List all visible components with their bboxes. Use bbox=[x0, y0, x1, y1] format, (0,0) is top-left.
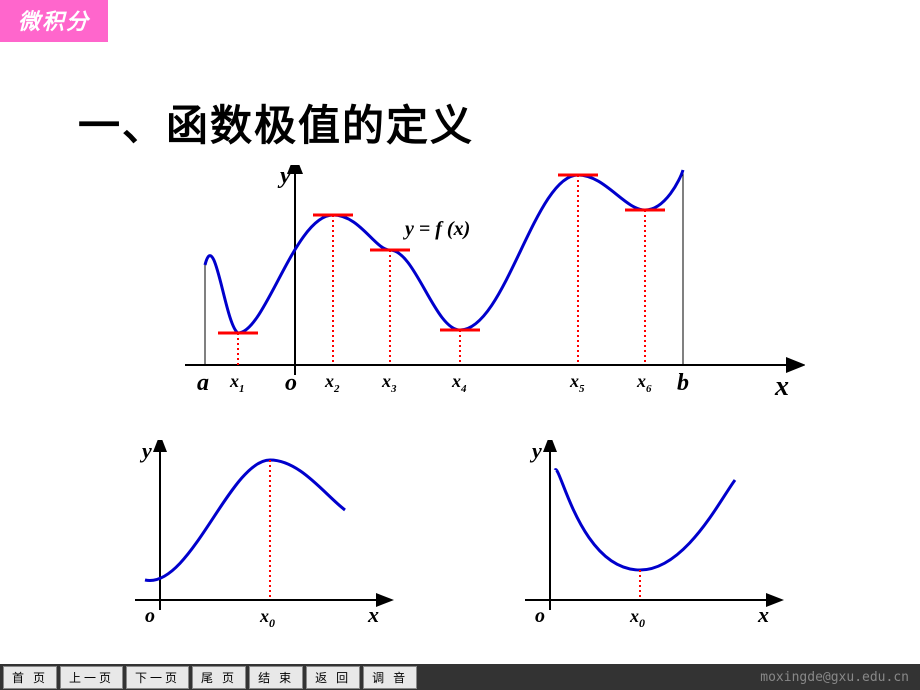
x-axis-label: x bbox=[774, 371, 789, 402]
x-axis-label: x bbox=[367, 602, 379, 627]
local-max-chart: y x o x0 bbox=[130, 440, 420, 630]
x-axis-label: x bbox=[757, 602, 769, 627]
origin-label: o bbox=[535, 605, 545, 627]
page-title: 一、函数极值的定义 bbox=[78, 92, 474, 153]
origin-label: o bbox=[145, 605, 155, 627]
nav-button[interactable]: 尾 页 bbox=[192, 666, 246, 689]
function-label: y = f (x) bbox=[403, 218, 470, 240]
y-axis-label: y bbox=[277, 165, 291, 189]
x0-label: x0 bbox=[259, 606, 275, 630]
nav-button[interactable]: 返 回 bbox=[306, 666, 360, 689]
nav-button[interactable]: 调 音 bbox=[363, 666, 417, 689]
nav-button[interactable]: 结 束 bbox=[249, 666, 303, 689]
x-tick-label: x6 bbox=[636, 371, 652, 395]
main-extrema-chart: y x o a b y = f (x) x1 x2 x3 x4 x5 x6 bbox=[185, 165, 805, 415]
local-min-chart: y x o x0 bbox=[520, 440, 810, 630]
y-axis-label: y bbox=[139, 440, 152, 463]
function-curve bbox=[205, 170, 683, 333]
nav-button[interactable]: 上一页 bbox=[60, 666, 123, 689]
x-tick-label: x4 bbox=[451, 371, 467, 395]
footer-email: moxingde@gxu.edu.cn bbox=[760, 670, 917, 685]
nav-button[interactable]: 首 页 bbox=[3, 666, 57, 689]
curve bbox=[145, 460, 345, 581]
x-tick-label: x3 bbox=[381, 371, 397, 395]
origin-label: o bbox=[285, 370, 297, 396]
footer-nav: 首 页上一页下一页尾 页结 束返 回调 音 moxingde@gxu.edu.c… bbox=[0, 664, 920, 690]
nav-button[interactable]: 下一页 bbox=[126, 666, 189, 689]
x-tick-label: x2 bbox=[324, 371, 340, 395]
x-tick-label: x5 bbox=[569, 371, 585, 395]
a-label: a bbox=[197, 370, 209, 396]
x0-label: x0 bbox=[629, 606, 645, 630]
curve bbox=[555, 470, 735, 570]
y-axis-label: y bbox=[529, 440, 542, 463]
header-tag: 微积分 bbox=[0, 0, 108, 42]
b-label: b bbox=[677, 370, 689, 396]
x-tick-label: x1 bbox=[229, 371, 245, 395]
